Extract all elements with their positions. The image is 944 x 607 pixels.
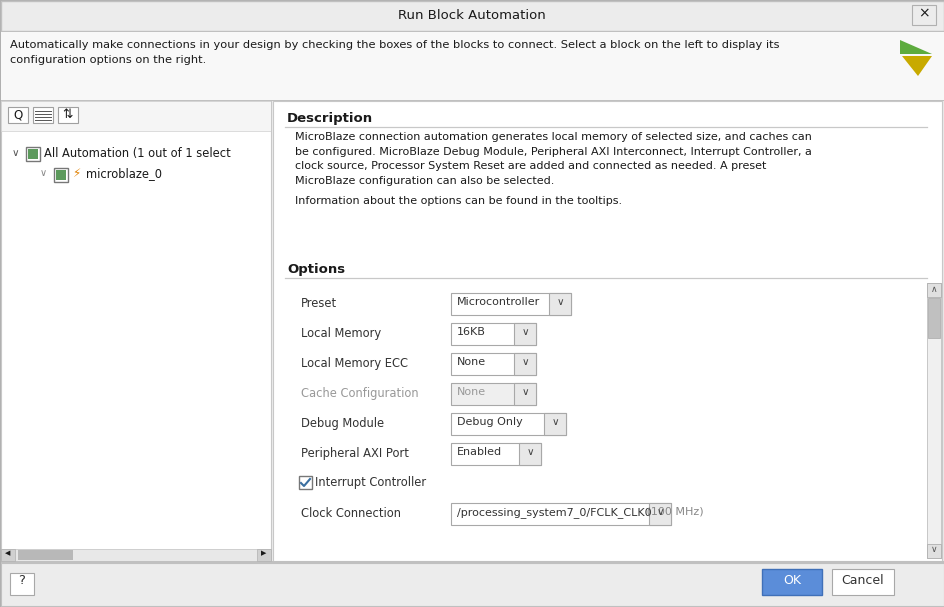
- Text: Preset: Preset: [301, 297, 337, 310]
- Text: ∨: ∨: [930, 545, 936, 554]
- Bar: [298, 476, 312, 489]
- Bar: [911, 5, 935, 25]
- Polygon shape: [901, 56, 931, 76]
- Bar: [1, 549, 271, 561]
- Bar: [450, 293, 570, 315]
- Text: ⇅: ⇅: [62, 108, 74, 121]
- Text: ◀: ◀: [6, 550, 10, 556]
- Text: /processing_system7_0/FCLK_CLK0: /processing_system7_0/FCLK_CLK0: [457, 507, 651, 518]
- Bar: [514, 323, 535, 345]
- Text: ∨: ∨: [40, 168, 47, 178]
- Text: Enabled: Enabled: [457, 447, 501, 457]
- Text: MicroBlaze connection automation generates local memory of selected size, and ca: MicroBlaze connection automation generat…: [295, 132, 811, 142]
- Bar: [1, 561, 943, 563]
- Text: ∨: ∨: [12, 148, 20, 158]
- Bar: [33, 107, 53, 123]
- Bar: [10, 573, 34, 595]
- Text: Local Memory ECC: Local Memory ECC: [301, 357, 408, 370]
- Bar: [544, 413, 565, 435]
- Text: All Automation (1 out of 1 select: All Automation (1 out of 1 select: [44, 147, 230, 160]
- Bar: [926, 283, 940, 558]
- Bar: [450, 413, 565, 435]
- Text: Cancel: Cancel: [841, 574, 884, 587]
- Text: OK: OK: [783, 574, 801, 587]
- Text: (100 MHz): (100 MHz): [642, 507, 703, 517]
- Bar: [257, 549, 271, 561]
- Bar: [450, 383, 535, 405]
- Bar: [273, 101, 941, 561]
- Text: ∨: ∨: [521, 357, 529, 367]
- Bar: [28, 149, 38, 159]
- Text: None: None: [457, 357, 485, 367]
- Bar: [54, 168, 68, 182]
- Bar: [1, 101, 271, 561]
- Text: ∨: ∨: [550, 417, 558, 427]
- Bar: [926, 544, 940, 558]
- Bar: [1, 31, 943, 32]
- Bar: [514, 353, 535, 375]
- Text: Peripheral AXI Port: Peripheral AXI Port: [301, 447, 409, 460]
- Bar: [450, 323, 535, 345]
- Text: ∨: ∨: [556, 297, 564, 307]
- Text: Information about the options can be found in the tooltips.: Information about the options can be fou…: [295, 196, 621, 206]
- Text: Interrupt Controller: Interrupt Controller: [314, 476, 426, 489]
- Bar: [1, 101, 271, 131]
- Bar: [1, 32, 943, 100]
- Bar: [518, 443, 540, 465]
- Text: clock source, Processor System Reset are added and connected as needed. A preset: clock source, Processor System Reset are…: [295, 161, 766, 171]
- Bar: [450, 353, 535, 375]
- Bar: [56, 170, 66, 180]
- Text: Local Memory: Local Memory: [301, 327, 380, 340]
- Text: ∨: ∨: [521, 387, 529, 397]
- Text: microblaze_0: microblaze_0: [86, 167, 161, 180]
- Bar: [18, 550, 73, 560]
- Bar: [649, 503, 670, 525]
- Text: ⚡: ⚡: [72, 167, 80, 180]
- Text: configuration options on the right.: configuration options on the right.: [10, 55, 206, 65]
- Bar: [761, 569, 821, 595]
- Bar: [1, 563, 943, 606]
- Bar: [450, 503, 670, 525]
- Text: Microcontroller: Microcontroller: [457, 297, 540, 307]
- Bar: [926, 283, 940, 297]
- Text: be configured. MicroBlaze Debug Module, Peripheral AXI Interconnect, Interrupt C: be configured. MicroBlaze Debug Module, …: [295, 146, 811, 157]
- Text: Q: Q: [13, 108, 23, 121]
- Text: Debug Only: Debug Only: [457, 417, 522, 427]
- Text: ∨: ∨: [655, 507, 663, 517]
- Text: Automatically make connections in your design by checking the boxes of the block: Automatically make connections in your d…: [10, 40, 779, 50]
- Text: Cache Configuration: Cache Configuration: [301, 387, 418, 400]
- Bar: [58, 107, 78, 123]
- Text: Debug Module: Debug Module: [301, 417, 383, 430]
- Text: MicroBlaze configuration can also be selected.: MicroBlaze configuration can also be sel…: [295, 175, 554, 186]
- Text: ×: ×: [918, 6, 929, 20]
- Bar: [514, 383, 535, 405]
- Bar: [450, 443, 540, 465]
- Text: ∧: ∧: [930, 285, 936, 294]
- Bar: [26, 147, 40, 161]
- Bar: [271, 101, 272, 561]
- Bar: [548, 293, 570, 315]
- Bar: [927, 298, 939, 338]
- Bar: [1, 100, 943, 101]
- Bar: [831, 569, 893, 595]
- Text: ▶: ▶: [261, 550, 266, 556]
- Text: ∨: ∨: [526, 447, 533, 457]
- Text: 16KB: 16KB: [457, 327, 485, 337]
- Text: Run Block Automation: Run Block Automation: [397, 9, 546, 22]
- Polygon shape: [899, 40, 931, 54]
- Text: Options: Options: [287, 263, 345, 276]
- Text: ?: ?: [19, 574, 25, 587]
- Text: ∨: ∨: [521, 327, 529, 337]
- Text: Clock Connection: Clock Connection: [301, 507, 400, 520]
- Bar: [1, 1, 943, 31]
- Bar: [8, 107, 28, 123]
- Text: None: None: [457, 387, 485, 397]
- Text: Description: Description: [287, 112, 373, 125]
- Bar: [1, 549, 15, 561]
